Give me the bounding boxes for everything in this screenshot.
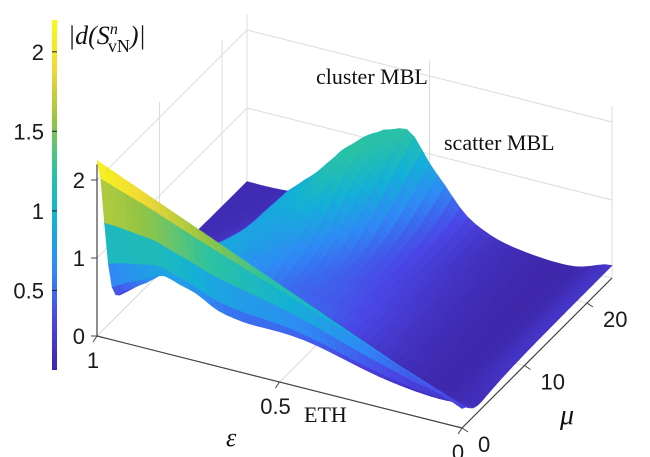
y-axis-symbol: μ [559,400,574,431]
annotation-eth: ETH [304,402,347,427]
colorbar-tick-label: 1 [32,199,44,224]
annotation-scatter-mbl: scatter MBL [444,130,555,155]
z-tick-label: 0 [73,324,85,349]
x-tick-label: 1 [87,348,99,373]
x-tick [457,427,463,435]
z-tick-label: 1 [73,246,85,271]
x-tick-label: 0.5 [260,394,291,419]
annotation-cluster-mbl: cluster MBL [316,64,428,89]
y-tick-label: 20 [603,307,627,332]
colorbar-ticks: 0.5 1 1.5 2 [13,40,57,303]
y-tick-label: 0 [478,432,490,457]
z-tick-label: 2 [73,168,85,193]
colorbar-label-sub: vN [108,36,130,56]
x-axis-symbol: ε [226,423,237,452]
colorbar-tick-label: 0.5 [13,278,44,303]
y-tick [586,302,594,308]
y-tick-label: 10 [541,370,565,395]
surface-patch [96,159,109,184]
colorbar-label-sup: n [110,21,118,38]
colorbar-label-close: )| [128,21,146,50]
surface [96,128,613,409]
colorbar-tick-label: 2 [32,40,44,65]
x-tick-label: 0 [452,440,464,457]
colorbar-label: |d(Sn vN)| [68,21,146,56]
x-tick [92,335,98,343]
x-tick [275,381,280,389]
y-tick [461,427,469,433]
colorbar-tick-label: 1.5 [13,119,44,144]
y-tick [524,365,531,370]
colorbar [52,20,57,370]
